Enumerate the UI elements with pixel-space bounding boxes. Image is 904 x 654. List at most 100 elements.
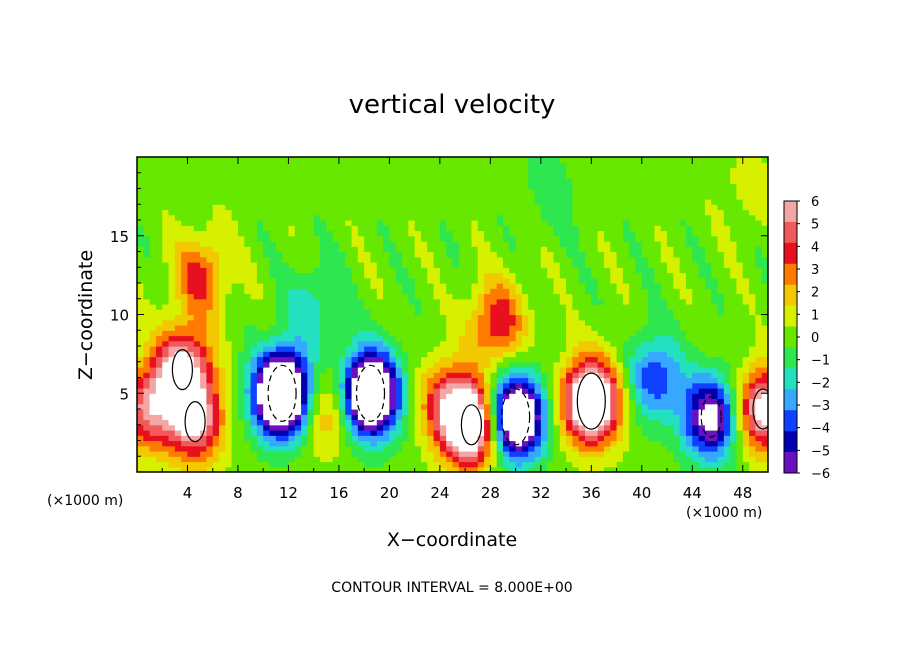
heat-cell xyxy=(654,367,662,373)
heat-cell xyxy=(654,283,662,289)
heat-cell xyxy=(641,214,649,221)
heat-cell xyxy=(465,356,473,363)
heat-cell xyxy=(742,272,750,279)
heat-cell xyxy=(471,230,479,237)
heat-cell xyxy=(332,414,340,421)
heat-cell xyxy=(667,335,674,342)
heat-cell xyxy=(540,246,548,253)
heat-cell xyxy=(181,456,189,463)
heat-cell xyxy=(629,267,637,274)
heat-cell xyxy=(648,330,656,337)
heat-cell xyxy=(566,277,573,284)
heat-cell xyxy=(717,430,725,436)
heat-cell xyxy=(383,225,390,232)
heat-cell xyxy=(704,346,712,352)
heat-cell xyxy=(357,256,365,263)
heat-cell xyxy=(660,466,668,472)
heat-cell xyxy=(345,209,353,216)
heat-cell xyxy=(383,330,390,337)
heat-cell xyxy=(206,440,214,447)
heat-cell xyxy=(465,277,473,284)
heat-cell xyxy=(723,277,731,284)
heat-cell xyxy=(566,372,573,379)
heat-cell xyxy=(187,398,195,405)
heat-cell xyxy=(761,220,768,226)
heat-cell xyxy=(269,398,277,405)
heat-cell xyxy=(484,298,491,305)
heat-cell xyxy=(193,246,201,253)
heat-cell xyxy=(717,466,725,472)
heat-cell xyxy=(547,220,555,226)
heat-cell xyxy=(704,372,712,379)
heat-cell xyxy=(162,367,170,373)
heat-cell xyxy=(667,367,674,373)
heat-cell xyxy=(307,435,315,442)
heat-cell xyxy=(237,235,245,242)
heat-cell xyxy=(692,330,700,337)
heat-cell xyxy=(515,267,523,274)
heat-cell xyxy=(736,288,744,295)
heat-cell xyxy=(471,382,479,389)
heat-cell xyxy=(477,335,485,342)
heat-cell xyxy=(723,424,731,431)
heat-cell xyxy=(679,451,687,457)
heat-cell xyxy=(155,435,163,442)
heat-cell xyxy=(326,298,334,305)
heat-cell xyxy=(237,361,245,368)
heat-cell xyxy=(326,466,334,472)
heat-cell xyxy=(585,435,592,442)
heat-cell xyxy=(635,288,643,295)
heat-cell xyxy=(357,277,365,284)
heat-cell xyxy=(446,277,454,284)
heat-cell xyxy=(187,220,195,226)
heat-cell xyxy=(629,230,637,237)
heat-cell xyxy=(376,440,384,447)
heat-cell xyxy=(427,319,435,326)
heat-cell xyxy=(515,277,523,284)
heat-cell xyxy=(616,325,624,331)
heat-cell xyxy=(282,220,290,226)
heat-cell xyxy=(408,235,416,242)
heat-cell xyxy=(629,214,637,221)
heat-cell xyxy=(446,346,454,352)
heat-cell xyxy=(667,461,674,468)
heat-cell xyxy=(319,414,327,421)
heat-cell xyxy=(212,235,220,242)
heat-cell xyxy=(282,435,290,442)
heat-cell xyxy=(629,419,637,426)
heat-cell xyxy=(212,251,220,258)
heat-cell xyxy=(730,414,738,421)
heat-cell xyxy=(641,430,649,436)
heat-cell xyxy=(502,267,510,274)
heat-cell xyxy=(212,440,220,447)
heat-cell xyxy=(717,314,725,321)
heat-cell xyxy=(484,466,491,472)
heat-cell xyxy=(660,456,668,463)
heat-cell xyxy=(566,214,573,221)
heat-cell xyxy=(162,388,170,394)
heat-cell xyxy=(723,330,731,337)
heat-cell xyxy=(364,304,372,310)
heat-cell xyxy=(364,377,372,384)
heat-cell xyxy=(338,440,346,447)
heat-cell xyxy=(256,325,264,331)
heat-cell xyxy=(452,456,460,463)
heat-cell xyxy=(654,235,662,242)
heat-cell xyxy=(603,361,611,368)
heat-cell xyxy=(521,256,529,263)
heat-cell xyxy=(244,335,252,342)
heat-cell xyxy=(502,414,510,421)
heat-cell xyxy=(742,298,750,305)
heat-cell xyxy=(572,256,580,263)
heat-cell xyxy=(685,419,693,426)
heat-cell xyxy=(673,451,681,457)
heat-cell xyxy=(389,235,397,242)
heat-cell xyxy=(357,325,365,331)
heat-cell xyxy=(704,288,712,295)
heat-cell xyxy=(383,340,390,347)
heat-cell xyxy=(622,304,630,310)
heat-cell xyxy=(465,314,473,321)
heat-cell xyxy=(402,430,409,436)
heat-cell xyxy=(256,393,264,400)
heat-cell xyxy=(256,298,264,305)
